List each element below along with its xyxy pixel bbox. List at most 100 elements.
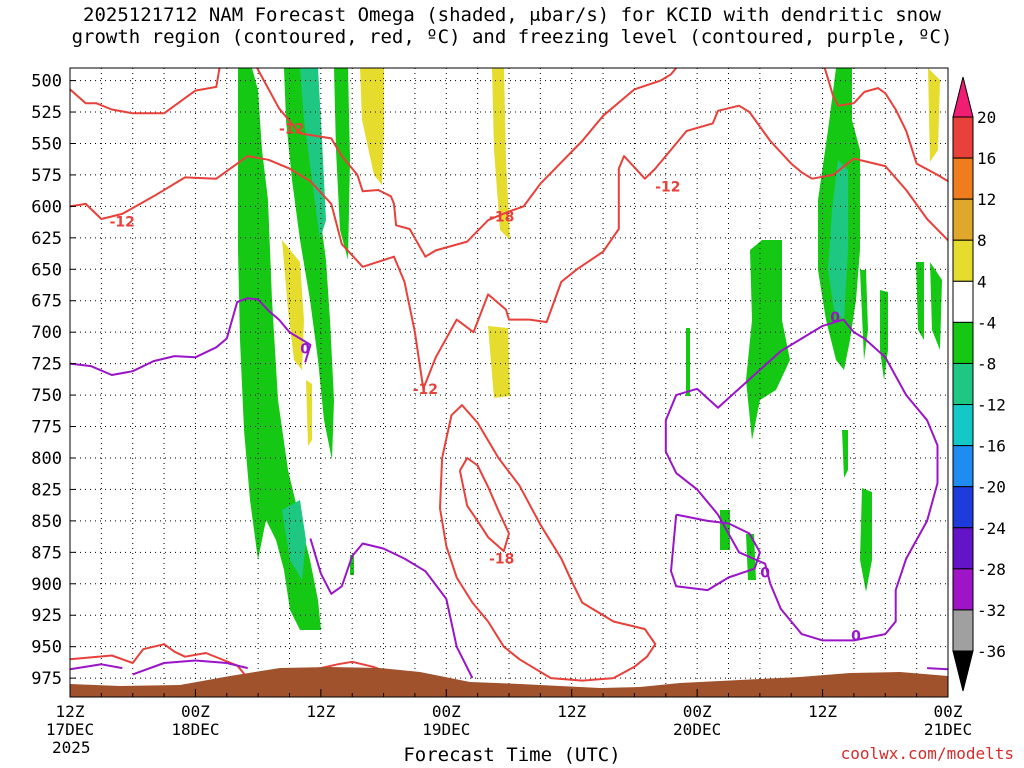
- y-tick-label: 800: [31, 449, 62, 469]
- y-tick-label: 600: [31, 197, 62, 217]
- x-tick-label: 00Z: [683, 702, 712, 721]
- y-tick-label: 575: [31, 166, 62, 186]
- x-tick-label: 17DEC: [46, 720, 94, 739]
- omega-area: [828, 160, 848, 320]
- contour-line: [664, 318, 939, 642]
- colorbar-bin: [952, 404, 974, 447]
- omega-area: [492, 68, 510, 240]
- contour-label: 0: [830, 310, 840, 326]
- colorbar-bin: [952, 280, 974, 323]
- x-axis-label: Forecast Time (UTC): [403, 744, 621, 766]
- y-tick-label: 925: [31, 606, 62, 626]
- credit-text: coolwx.com/modelts: [840, 744, 1014, 763]
- omega-area: [284, 68, 334, 460]
- contour-line: [69, 663, 123, 671]
- colorbar-bin: [952, 362, 974, 406]
- y-tick-label: 550: [31, 134, 62, 154]
- colorbar-label: 4: [977, 272, 987, 291]
- colorbar-bin: [952, 321, 974, 364]
- colorbar-label: -16: [977, 437, 1006, 456]
- y-tick-label: 875: [31, 543, 62, 563]
- x-tick-label: 12Z: [557, 702, 586, 721]
- contour-label: 0: [760, 565, 770, 581]
- contour-line: [309, 538, 474, 679]
- contour-line: [458, 457, 510, 553]
- omega-area: [930, 262, 942, 350]
- x-tick-label: 00Z: [934, 702, 963, 721]
- omega-area: [928, 68, 940, 162]
- x-tick-label: 00Z: [432, 702, 461, 721]
- colorbar-bin: [952, 609, 974, 652]
- contour-label: 0: [300, 342, 310, 358]
- y-tick-label: 750: [31, 386, 62, 406]
- chart-title: 2025121712 NAM Forecast Omega (shaded, μ…: [0, 4, 1024, 48]
- colorbar-bin: [952, 486, 974, 529]
- x-tick-label: 00Z: [181, 702, 210, 721]
- colorbar-label: 16: [977, 149, 996, 168]
- x-tick-label: 12Z: [306, 702, 335, 721]
- contour-line: [823, 67, 949, 183]
- x-tick-label: 21DEC: [924, 720, 972, 739]
- contour-label: -12: [110, 214, 135, 230]
- y-tick-label: 525: [31, 103, 62, 123]
- colorbar-label: -28: [977, 560, 1006, 579]
- colorbar-bin: [952, 239, 974, 282]
- omega-shading: [238, 68, 942, 630]
- omega-area: [300, 68, 326, 240]
- omega-area: [842, 430, 848, 478]
- omega-area: [360, 68, 384, 185]
- contour-line: [132, 659, 248, 676]
- omega-area: [488, 326, 510, 398]
- y-tick-label: 975: [31, 669, 62, 689]
- title-line-2: growth region (contoured, red, ºC) and f…: [71, 26, 953, 48]
- y-tick-label: 950: [31, 638, 62, 658]
- x-tick-label: 12Z: [808, 702, 837, 721]
- omega-area: [880, 290, 888, 380]
- omega-area: [334, 68, 350, 260]
- colorbar: 20 16 12 8 4 -4 -8 -12 -16 -20 -24 -28 -32 -36: [952, 76, 1006, 692]
- x-tick-label: 18DEC: [171, 720, 219, 739]
- x-tick-label: 19DEC: [422, 720, 470, 739]
- colorbar-label: -32: [977, 601, 1006, 620]
- contour-label: -18: [489, 209, 514, 225]
- colorbar-label: 20: [977, 108, 996, 127]
- y-tick-label: 900: [31, 575, 62, 595]
- y-tick-label: 500: [31, 72, 62, 92]
- y-axis: 500 525 550 575 600 625 650 675 700 725 750 775 800 8…: [31, 72, 76, 689]
- colorbar-bin: [952, 198, 974, 241]
- x-tick-label: 20DEC: [673, 720, 721, 739]
- y-tick-label: 700: [31, 323, 62, 343]
- omega-area: [860, 488, 872, 592]
- y-tick-label: 625: [31, 229, 62, 249]
- colorbar-label: 8: [977, 231, 987, 250]
- contour-line: [439, 404, 657, 682]
- colorbar-label: -24: [977, 519, 1006, 538]
- colorbar-label: -4: [977, 313, 996, 332]
- colorbar-cap-bottom: [952, 650, 974, 692]
- colorbar-label: -36: [977, 642, 1006, 661]
- omega-area: [238, 68, 321, 630]
- y-tick-label: 675: [31, 292, 62, 312]
- omega-area: [282, 500, 306, 580]
- colorbar-label: 12: [977, 190, 996, 209]
- colorbar-bin: [952, 445, 974, 488]
- x-tick-label: 12Z: [56, 702, 85, 721]
- omega-area: [306, 380, 312, 446]
- contour-line: [69, 104, 949, 390]
- contour-line: [69, 67, 221, 115]
- colorbar-cap-top: [952, 76, 974, 118]
- contour-label: -18: [489, 552, 514, 568]
- y-tick-label: 725: [31, 355, 62, 375]
- colorbar-label: -12: [977, 396, 1006, 415]
- title-line-1: 2025121712 NAM Forecast Omega (shaded, μ…: [83, 4, 941, 26]
- contour-lines: [69, 67, 949, 695]
- colorbar-label: -8: [977, 354, 996, 373]
- y-tick-label: 850: [31, 512, 62, 532]
- contour-line: [256, 67, 677, 258]
- contour-label-layer: -12 -12 -18 -12 -12 -18 0 0 0 0: [110, 121, 862, 644]
- colorbar-bin: [952, 568, 974, 611]
- omega-area: [860, 270, 868, 360]
- contour-label: -12: [413, 382, 438, 398]
